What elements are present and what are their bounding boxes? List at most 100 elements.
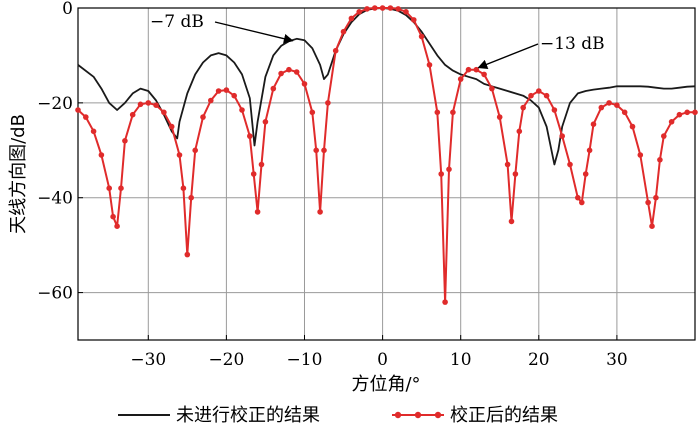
series-point <box>411 17 417 23</box>
series-point <box>379 5 386 11</box>
series-point <box>184 251 191 258</box>
series-point <box>496 114 503 120</box>
series-point <box>313 147 320 154</box>
series-point <box>473 66 480 73</box>
series-point <box>481 71 487 78</box>
series-point <box>110 213 116 220</box>
series-point <box>551 107 558 113</box>
x-tick-label: −10 <box>287 350 323 370</box>
series-layer <box>75 5 698 305</box>
series-point <box>606 100 612 106</box>
y-axis-ticks: 0 −20 −40 −60 <box>37 0 83 304</box>
x-tick-label: 20 <box>528 350 550 370</box>
annotation-7db-label: −7 dB <box>150 12 204 32</box>
series-point <box>629 123 636 130</box>
series-point <box>145 100 152 106</box>
grid-lines <box>78 7 695 340</box>
series-point <box>215 88 222 94</box>
series-point <box>465 66 472 73</box>
series-point <box>200 114 206 120</box>
series-point <box>403 9 409 15</box>
series-point <box>559 133 565 139</box>
legend-marker-corrected-1 <box>394 411 402 419</box>
series-point <box>188 194 194 201</box>
series-point <box>543 92 550 99</box>
series-point <box>153 102 159 108</box>
series-point <box>438 171 445 177</box>
series-point <box>356 9 363 15</box>
x-tick-label: 0 <box>377 350 388 370</box>
series-point <box>106 185 112 191</box>
x-tick-label: 10 <box>450 350 472 370</box>
series-point <box>180 185 187 191</box>
series-point <box>567 161 573 168</box>
series-point <box>309 109 316 116</box>
series-point <box>278 70 284 77</box>
series-point <box>575 194 581 201</box>
series-point <box>254 209 261 215</box>
y-tick-label: −20 <box>37 94 73 114</box>
legend-marker-corrected-2 <box>414 411 422 419</box>
series-point <box>364 6 370 12</box>
series-point <box>668 119 675 125</box>
series-line-1 <box>77 7 695 304</box>
series-point <box>98 152 105 158</box>
series-point <box>418 33 425 40</box>
series-point <box>223 87 230 93</box>
series-point <box>231 92 237 99</box>
series-point <box>598 104 605 111</box>
annotation-13db-label: −13 dB <box>540 34 605 54</box>
series-point <box>83 114 89 120</box>
annotation-13db-arrow <box>477 43 539 69</box>
series-point <box>442 299 448 305</box>
series-point <box>176 152 183 158</box>
series-point <box>457 76 464 82</box>
series-point <box>528 92 534 99</box>
annotations: −7 dB −13 dB <box>150 12 605 69</box>
series-point <box>657 157 663 163</box>
series-point <box>192 147 198 154</box>
series-point <box>676 111 683 118</box>
series-point <box>582 171 589 177</box>
series-point <box>426 62 433 68</box>
series-point <box>684 109 690 116</box>
series-point <box>512 171 519 177</box>
series-point <box>250 171 257 177</box>
series-point <box>118 185 124 191</box>
series-point <box>258 161 265 168</box>
series-point <box>649 223 655 229</box>
series-point <box>516 128 523 135</box>
legend-label-uncorrected: 未进行校正的结果 <box>176 405 320 426</box>
x-tick-label: −30 <box>130 350 166 370</box>
series-point <box>489 85 495 92</box>
series-point <box>621 109 628 116</box>
series-point <box>340 28 347 35</box>
series-point <box>508 218 515 225</box>
series-point <box>317 209 323 215</box>
series-point <box>653 194 659 201</box>
series-point <box>434 109 441 116</box>
legend-marker-corrected-3 <box>434 411 442 419</box>
series-point <box>590 121 597 127</box>
series-point <box>395 6 402 12</box>
series-point <box>348 15 355 22</box>
y-axis-title: 天线方向图/dB <box>8 114 29 234</box>
series-point <box>332 47 339 54</box>
series-point <box>504 161 511 168</box>
series-point <box>161 109 167 116</box>
series-point <box>536 88 542 94</box>
series-point <box>387 5 394 11</box>
series-point <box>645 199 651 206</box>
series-point <box>579 199 585 206</box>
x-tick-label: 30 <box>606 350 628 370</box>
series-point <box>247 133 253 139</box>
series-point <box>137 101 144 108</box>
series-point <box>129 111 136 118</box>
series-point <box>262 119 269 125</box>
annotation-7db-arrow <box>214 21 294 44</box>
series-point <box>637 152 644 158</box>
series-point <box>321 147 327 154</box>
series-point <box>239 107 245 113</box>
series-point <box>122 138 128 144</box>
series-point <box>450 109 456 116</box>
